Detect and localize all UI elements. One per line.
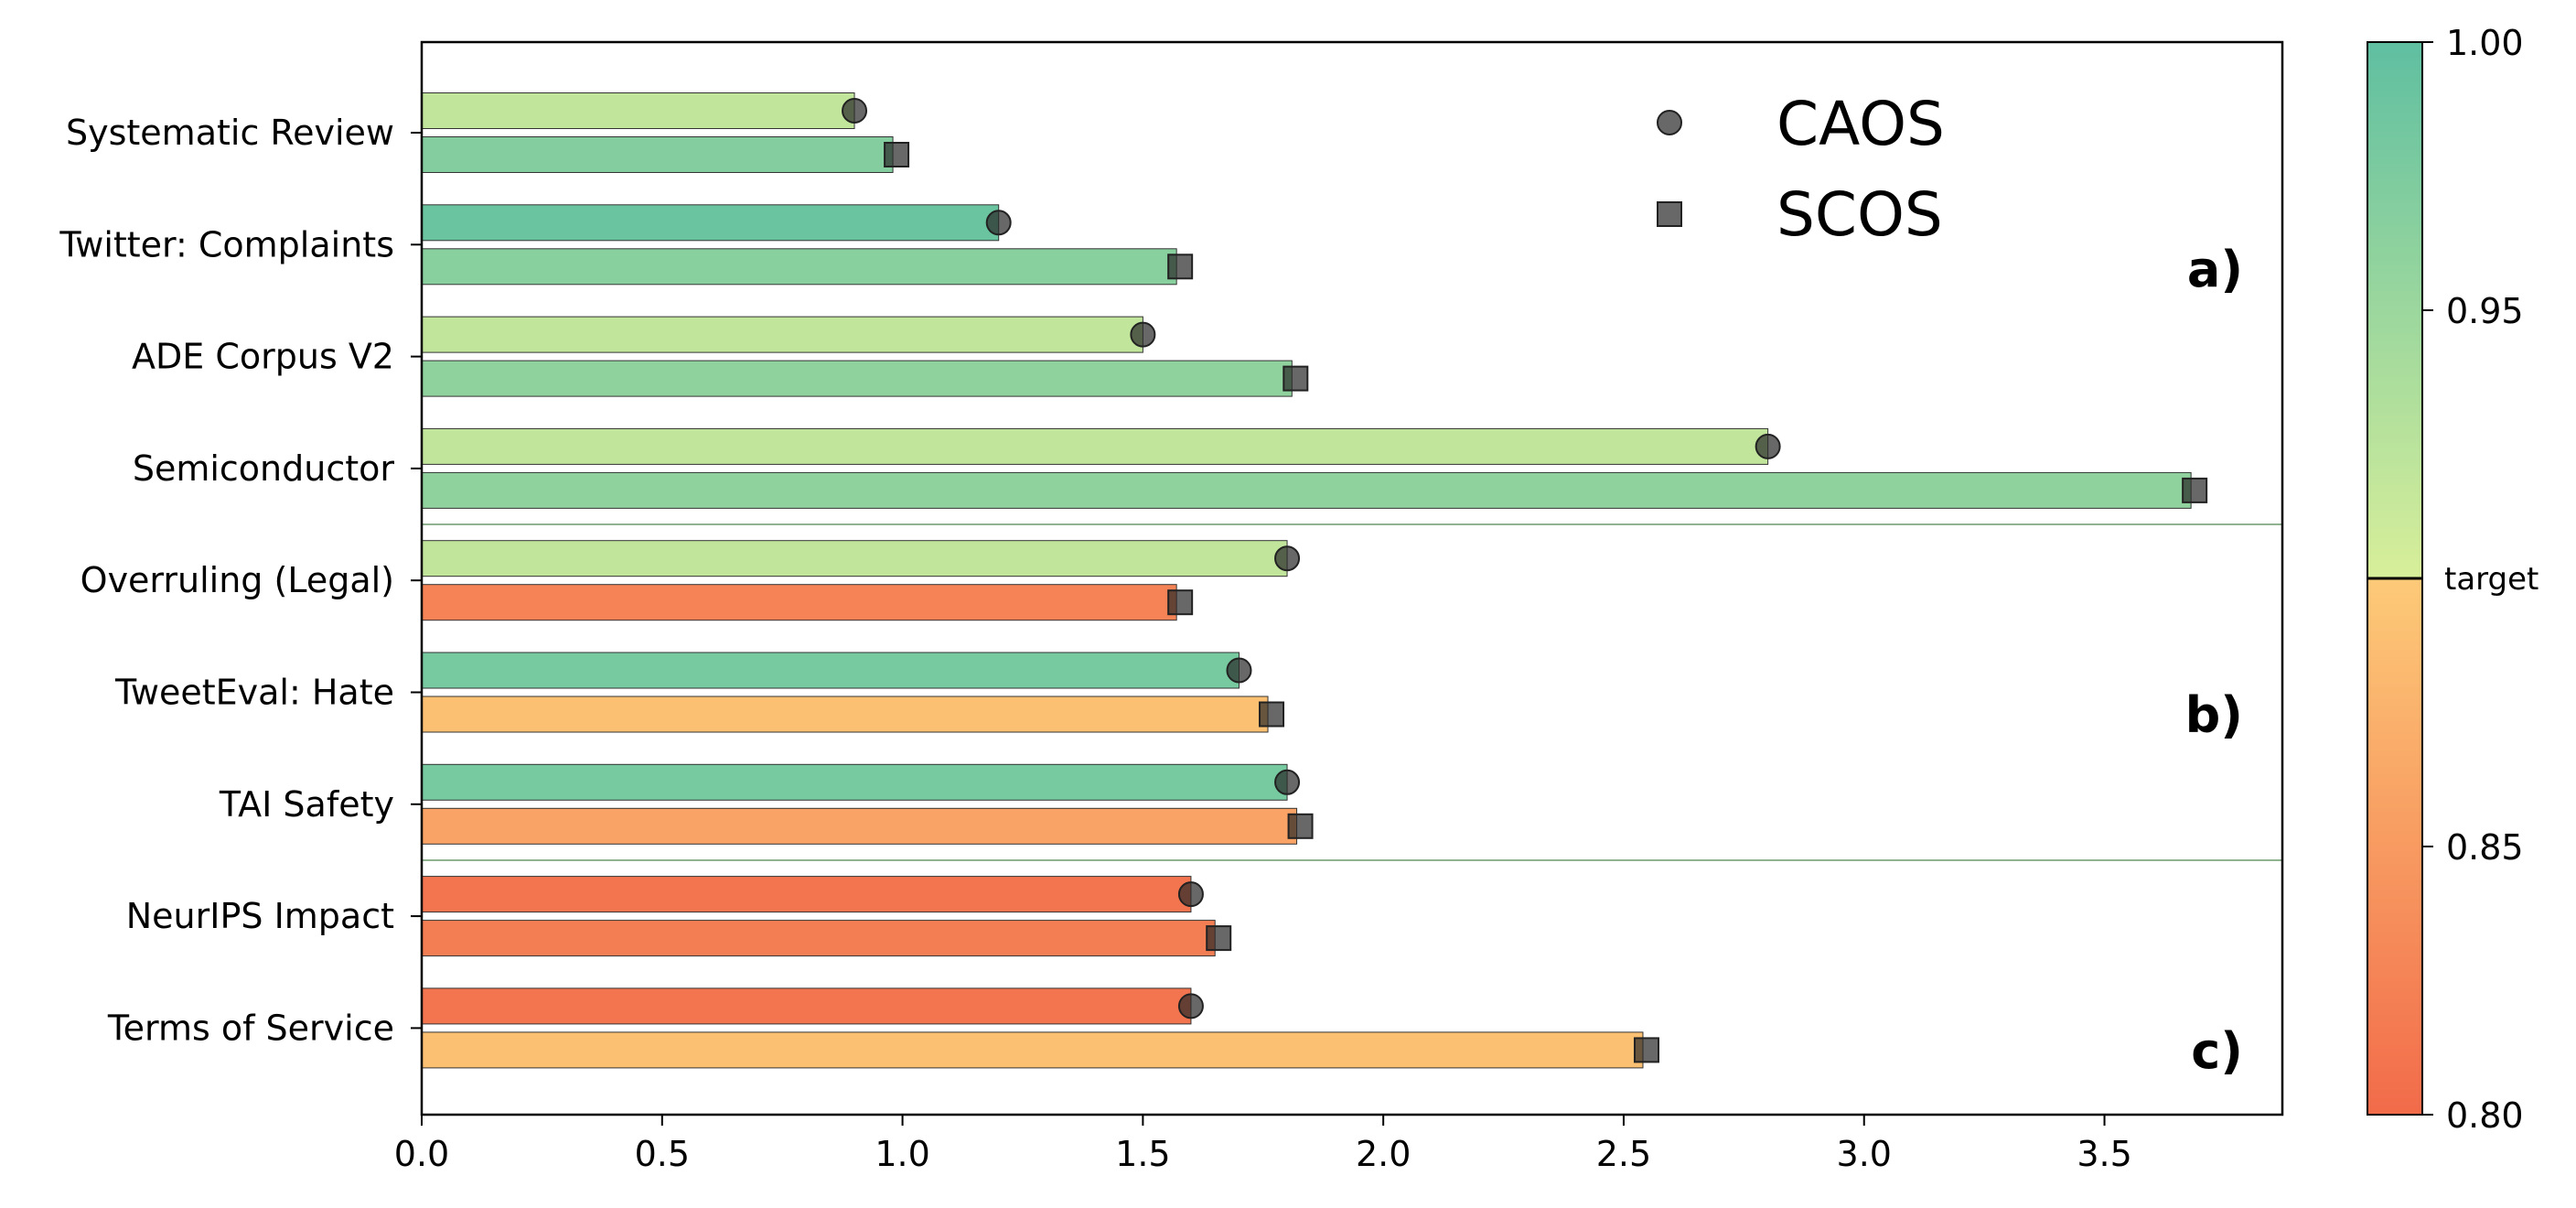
legend-marker-caos — [1657, 110, 1682, 135]
colorbar-upper — [2367, 42, 2422, 578]
y-tick-label-5: Overruling (Legal) — [80, 560, 394, 600]
bar-scos-4 — [421, 471, 2192, 509]
bar-caos-9 — [421, 987, 1192, 1025]
plot-frame — [420, 40, 2284, 1116]
y-tick-label-9: Terms of Service — [107, 1008, 394, 1048]
marker-caos-1 — [842, 98, 868, 124]
legend-marker-scos — [1657, 201, 1682, 227]
bar-scos-1 — [421, 136, 894, 173]
panel-label-2: b) — [2185, 686, 2243, 744]
marker-scos-8 — [1206, 925, 1232, 952]
bar-caos-6 — [421, 652, 1240, 689]
x-tick-label-8: 3.5 — [2077, 1134, 2131, 1174]
marker-caos-5 — [1274, 545, 1301, 572]
marker-caos-7 — [1274, 769, 1301, 795]
marker-caos-2 — [985, 210, 1012, 236]
marker-scos-5 — [1167, 589, 1194, 616]
marker-scos-4 — [2182, 477, 2208, 503]
x-tick-label-1: 0.0 — [394, 1134, 449, 1174]
x-tick-label-5: 2.0 — [1356, 1134, 1411, 1174]
x-tick-label-3: 1.0 — [875, 1134, 929, 1174]
x-tick-label-6: 2.5 — [1596, 1134, 1651, 1174]
bar-caos-1 — [421, 92, 855, 129]
bar-caos-7 — [421, 763, 1288, 801]
y-tick-label-7: TAI Safety — [219, 784, 394, 825]
bar-caos-2 — [421, 204, 1000, 242]
panel-label-1: a) — [2187, 241, 2243, 298]
marker-caos-9 — [1177, 993, 1204, 1019]
bar-scos-9 — [421, 1031, 1644, 1069]
marker-scos-9 — [1633, 1037, 1659, 1063]
y-tick-label-3: ADE Corpus V2 — [132, 337, 394, 377]
y-tick-label-1: Systematic Review — [66, 113, 394, 153]
marker-scos-6 — [1259, 701, 1285, 728]
bar-scos-8 — [421, 920, 1216, 957]
colorbar-tick-label-4: 0.80 — [2446, 1095, 2524, 1136]
colorbar-tick-label-2: 0.95 — [2446, 291, 2524, 331]
x-tick-label-7: 3.0 — [1837, 1134, 1892, 1174]
y-tick-label-8: NeurIPS Impact — [126, 896, 394, 936]
marker-scos-7 — [1287, 813, 1314, 839]
y-tick-label-6: TweetEval: Hate — [114, 673, 394, 713]
marker-scos-2 — [1167, 253, 1194, 280]
marker-caos-4 — [1755, 433, 1781, 459]
legend-label-scos: SCOS — [1776, 179, 1943, 250]
colorbar-target-label: target — [2444, 561, 2538, 598]
marker-caos-6 — [1226, 657, 1252, 684]
bar-caos-8 — [421, 876, 1192, 913]
bar-scos-7 — [421, 807, 1298, 845]
colorbar-lower — [2367, 578, 2422, 1115]
y-tick-label-4: Semiconductor — [133, 448, 395, 489]
bar-scos-3 — [421, 360, 1293, 397]
marker-caos-8 — [1177, 881, 1204, 908]
bar-scos-2 — [421, 248, 1177, 286]
marker-scos-3 — [1283, 365, 1309, 392]
marker-caos-3 — [1130, 321, 1156, 348]
bar-caos-4 — [421, 427, 1769, 465]
x-tick-label-2: 0.5 — [635, 1134, 690, 1174]
colorbar-tick-label-3: 0.85 — [2446, 827, 2524, 868]
panel-label-3: c) — [2191, 1022, 2243, 1080]
legend-label-caos: CAOS — [1776, 89, 1945, 159]
y-tick-label-2: Twitter: Complaints — [59, 224, 394, 264]
bar-caos-3 — [421, 316, 1143, 353]
bar-caos-5 — [421, 540, 1288, 577]
bar-scos-5 — [421, 584, 1177, 621]
colorbar-tick-label-1: 1.00 — [2446, 23, 2524, 63]
bar-scos-6 — [421, 696, 1269, 733]
marker-scos-1 — [884, 142, 910, 167]
x-tick-label-4: 1.5 — [1115, 1134, 1170, 1174]
